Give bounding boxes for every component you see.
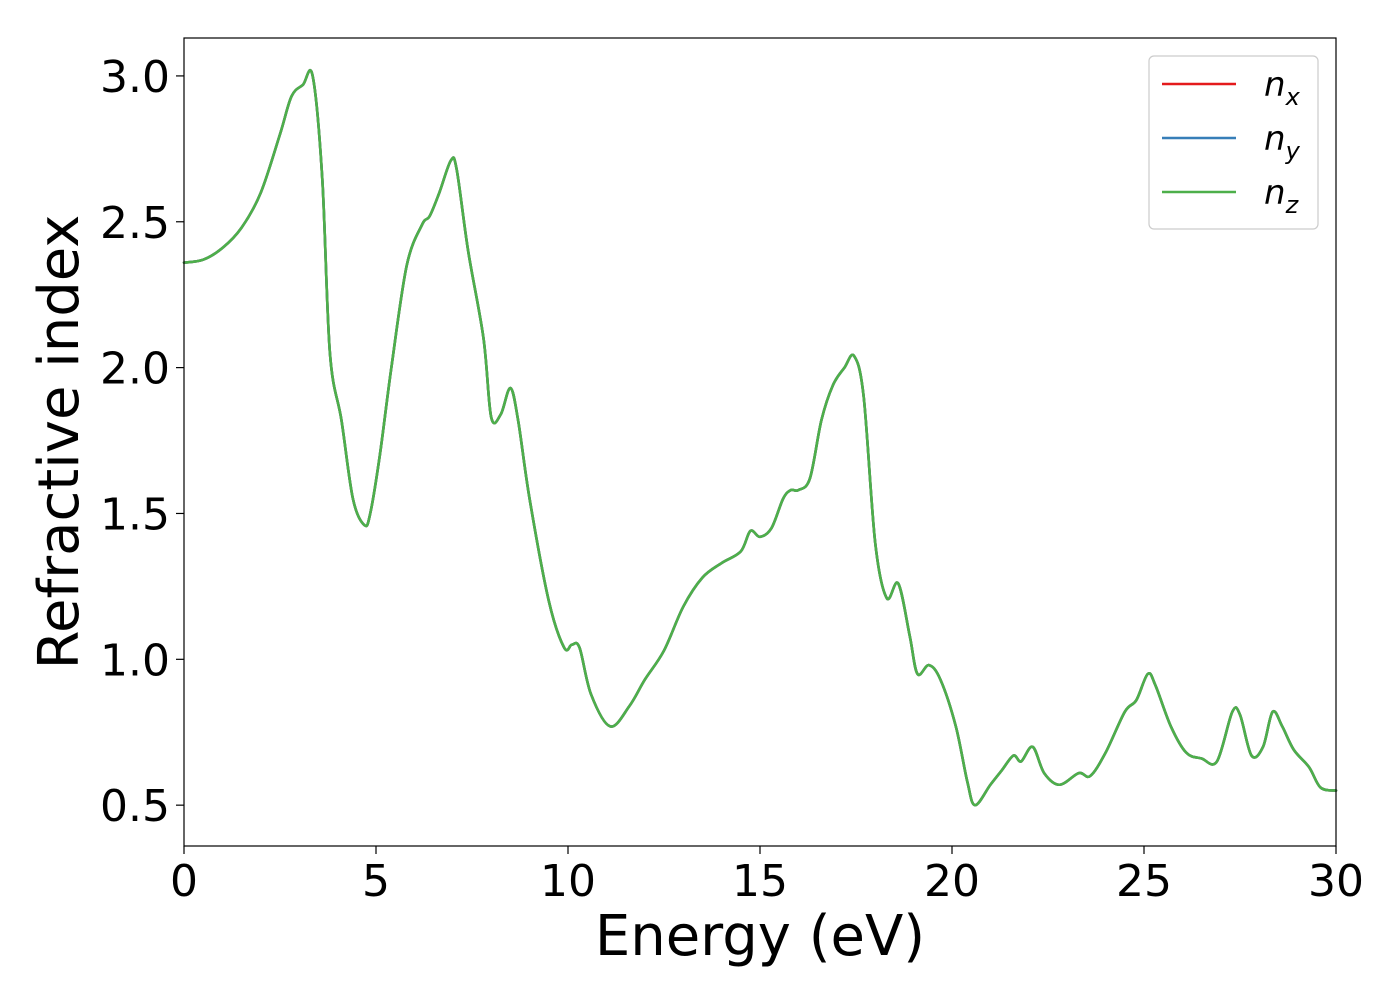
plot-frame [183, 37, 1337, 847]
x-tick-label: 5 [362, 856, 390, 907]
series-line-nz [182, 68, 1338, 807]
x-tick-label: 0 [170, 856, 198, 907]
y-tick-label: 3.0 [100, 52, 170, 103]
y-axis-title: Refractive index [27, 215, 92, 670]
x-axis-ticks: 0 5 10 15 20 25 30 [170, 846, 1364, 907]
legend-box [1148, 55, 1319, 230]
legend-label-base: n [1264, 65, 1286, 105]
legend-label-subscript: x [1285, 83, 1301, 111]
y-tick-label: 1.0 [100, 635, 170, 686]
y-tick-label: 0.5 [100, 781, 170, 832]
x-tick-label: 15 [732, 856, 788, 907]
legend-label-base: n [1264, 119, 1286, 159]
legend-label-ny: ny [1264, 119, 1301, 165]
x-tick-label: 20 [924, 856, 980, 907]
series-layer [182, 68, 1338, 807]
legend-label-base: n [1264, 173, 1286, 213]
x-tick-label: 10 [540, 856, 596, 907]
legend-label-nx: nx [1264, 65, 1301, 111]
y-tick-label: 1.5 [100, 489, 170, 540]
x-tick-label: 30 [1308, 856, 1364, 907]
y-axis-ticks: 0.5 1.0 1.5 2.0 2.5 3.0 [100, 52, 184, 832]
legend-label-nz: nz [1264, 173, 1300, 219]
x-axis-title: Energy (eV) [595, 904, 925, 969]
y-tick-label: 2.0 [100, 344, 170, 395]
y-tick-label: 2.5 [100, 198, 170, 249]
x-tick-label: 25 [1116, 856, 1172, 907]
legend-label-subscript: z [1285, 191, 1300, 219]
legend-label-subscript: y [1285, 137, 1301, 165]
